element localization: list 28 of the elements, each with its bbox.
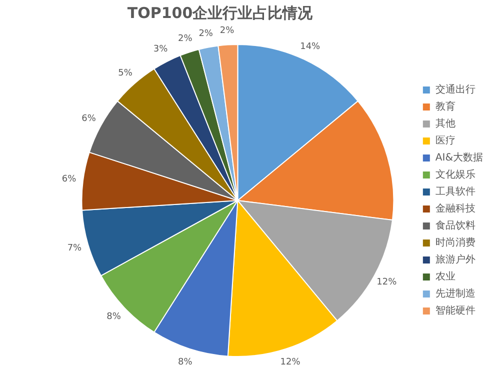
data-label: 12% bbox=[376, 278, 398, 288]
legend-label: 医疗 bbox=[435, 134, 456, 147]
legend-label: 智能硬件 bbox=[435, 304, 476, 317]
legend-label: 金融科技 bbox=[435, 202, 476, 215]
data-label: 2% bbox=[198, 28, 214, 39]
legend-label: 其他 bbox=[435, 118, 456, 130]
data-label: 8% bbox=[178, 358, 193, 368]
data-label: 3% bbox=[153, 44, 168, 54]
data-label: 12% bbox=[280, 358, 301, 368]
legend-label: 食品饮料 bbox=[435, 220, 476, 232]
data-label: 6% bbox=[82, 114, 96, 124]
legend-label: 工具软件 bbox=[435, 186, 476, 198]
legend-label: 交通出行 bbox=[435, 84, 476, 96]
chart-title: TOP100企业行业占比情况 bbox=[126, 4, 314, 22]
data-label: 2% bbox=[220, 26, 235, 36]
legend-label: 先进制造 bbox=[435, 288, 476, 300]
legend-label: 文化娱乐 bbox=[435, 168, 476, 181]
legend-label: AI&大数据 bbox=[435, 152, 484, 164]
data-label: 5% bbox=[118, 68, 133, 78]
legend-label: 教育 bbox=[435, 100, 456, 113]
legend-label: 时尚消费 bbox=[435, 236, 476, 249]
data-label: 8% bbox=[106, 312, 122, 322]
data-label: 7% bbox=[67, 243, 82, 254]
data-label: 14% bbox=[300, 42, 321, 52]
data-label: 2% bbox=[178, 34, 193, 44]
legend-label: 农业 bbox=[435, 270, 456, 283]
data-label: 6% bbox=[62, 174, 77, 185]
legend-label: 旅游户外 bbox=[435, 254, 476, 266]
